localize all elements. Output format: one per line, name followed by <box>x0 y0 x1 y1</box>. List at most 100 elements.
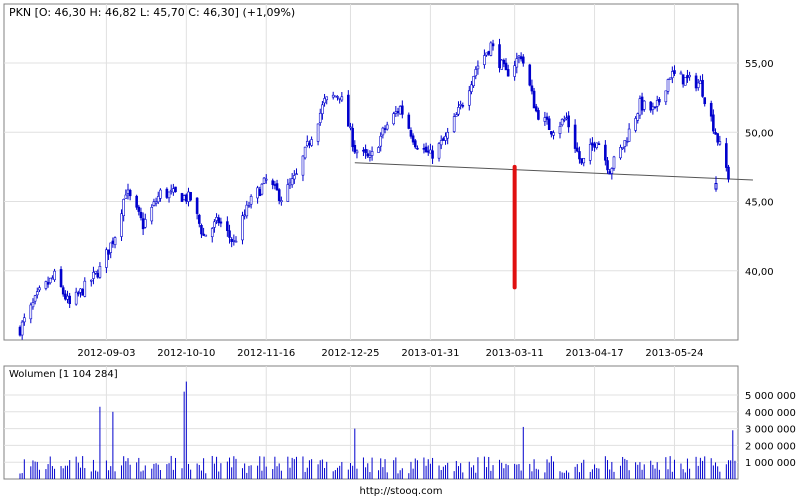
candle-body <box>467 90 471 106</box>
candle-body <box>563 119 566 121</box>
candle-body <box>528 64 532 86</box>
candle-body <box>219 221 223 224</box>
candle-body <box>591 142 594 146</box>
candle-body <box>318 112 322 123</box>
candle-body <box>718 141 722 145</box>
candle-body <box>424 146 428 153</box>
candle-body <box>565 117 568 120</box>
candle-body <box>383 128 387 130</box>
candle-body <box>416 147 419 150</box>
candle-body <box>683 77 687 86</box>
candle-body <box>154 201 158 204</box>
candle-body <box>262 177 266 184</box>
candle-body <box>489 42 493 56</box>
candle-body <box>53 270 56 281</box>
candle-body <box>68 295 71 305</box>
candle-body <box>411 135 415 143</box>
candle-body <box>545 116 549 120</box>
candle-body <box>513 65 516 77</box>
x-tick-label: 2012-12-25 <box>321 348 379 359</box>
y-tick-label: 50,00 <box>745 128 774 139</box>
candle-body <box>293 175 296 180</box>
candle-body <box>351 127 354 148</box>
y-tick-label: 45,00 <box>745 198 774 209</box>
candle-body <box>169 189 173 192</box>
candle-body <box>258 189 262 197</box>
candle-body <box>668 77 672 80</box>
candle-body <box>504 62 508 71</box>
candle-body <box>664 90 668 103</box>
source-link[interactable]: http://stooq.com <box>360 486 443 497</box>
candle-body <box>619 147 622 159</box>
candle-body <box>714 132 717 135</box>
candle-body <box>649 101 653 111</box>
candle-body <box>336 96 339 98</box>
candle-body <box>530 85 534 92</box>
candle-body <box>487 51 491 55</box>
y-tick-label: 40,00 <box>745 267 774 278</box>
candle-body <box>666 79 670 92</box>
x-tick-label: 2012-10-10 <box>157 348 215 359</box>
candle-body <box>301 155 305 176</box>
candle-body <box>606 160 609 171</box>
candle-body <box>394 111 398 114</box>
candle-body <box>202 233 205 236</box>
candle-body <box>457 107 460 115</box>
candle-body <box>135 195 138 208</box>
candle-body <box>621 146 624 149</box>
candle-body <box>446 132 449 139</box>
candle-body <box>340 96 344 101</box>
candle-body <box>407 114 411 129</box>
candle-body <box>543 117 547 122</box>
candle-body <box>331 94 335 98</box>
candle-body <box>593 143 596 148</box>
y-tick-label: 2 000 000 <box>745 441 796 452</box>
candle-body <box>89 279 93 282</box>
candle-body <box>113 237 117 246</box>
candle-body <box>355 150 359 154</box>
candle-body <box>595 142 599 148</box>
candle-body <box>310 139 313 146</box>
candle-body <box>61 287 65 295</box>
candle-body <box>396 111 400 113</box>
candle-body <box>452 116 456 132</box>
candle-body <box>185 194 188 202</box>
candle-body <box>638 98 642 116</box>
candle-body <box>152 201 156 206</box>
candle-body <box>515 58 519 68</box>
candle-body <box>725 143 728 168</box>
volume-title: Wolumen [1 104 284] <box>9 369 118 380</box>
candle-body <box>98 266 102 278</box>
candle-body <box>517 55 521 58</box>
candle-body <box>537 110 540 120</box>
candle-body <box>277 189 281 201</box>
candle-body <box>200 225 203 235</box>
candle-body <box>323 98 326 104</box>
candle-body <box>627 128 631 142</box>
candle-body <box>33 295 37 302</box>
candle-body <box>459 103 462 106</box>
volume-y-axis: 5 000 000 4 000 000 3 000 000 2 000 000 1 00… <box>745 391 796 469</box>
candle-body <box>426 150 430 153</box>
candle-body <box>694 75 698 89</box>
candle-body <box>642 100 646 110</box>
candle-body <box>64 293 67 300</box>
candle-body <box>640 96 644 111</box>
candle-body <box>681 74 685 85</box>
candle-body <box>567 115 570 128</box>
candle-body <box>105 249 108 268</box>
candle-body <box>321 104 324 115</box>
candle-body <box>290 178 294 186</box>
candle-body <box>623 140 627 147</box>
candle-body <box>498 44 501 68</box>
candle-body <box>699 80 702 84</box>
price-title: PKN [O: 46,30 H: 46,82 L: 45,70 C: 46,30… <box>9 6 295 19</box>
candle-body <box>303 146 307 159</box>
candle-body <box>249 196 253 205</box>
y-tick-label: 1 000 000 <box>745 458 796 469</box>
candle-body <box>444 135 447 141</box>
candle-body <box>31 302 35 308</box>
candle-body <box>38 287 41 291</box>
candle-body <box>79 288 82 293</box>
candle-body <box>658 98 661 103</box>
